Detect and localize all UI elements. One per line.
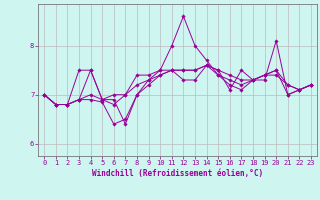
X-axis label: Windchill (Refroidissement éolien,°C): Windchill (Refroidissement éolien,°C) [92,169,263,178]
